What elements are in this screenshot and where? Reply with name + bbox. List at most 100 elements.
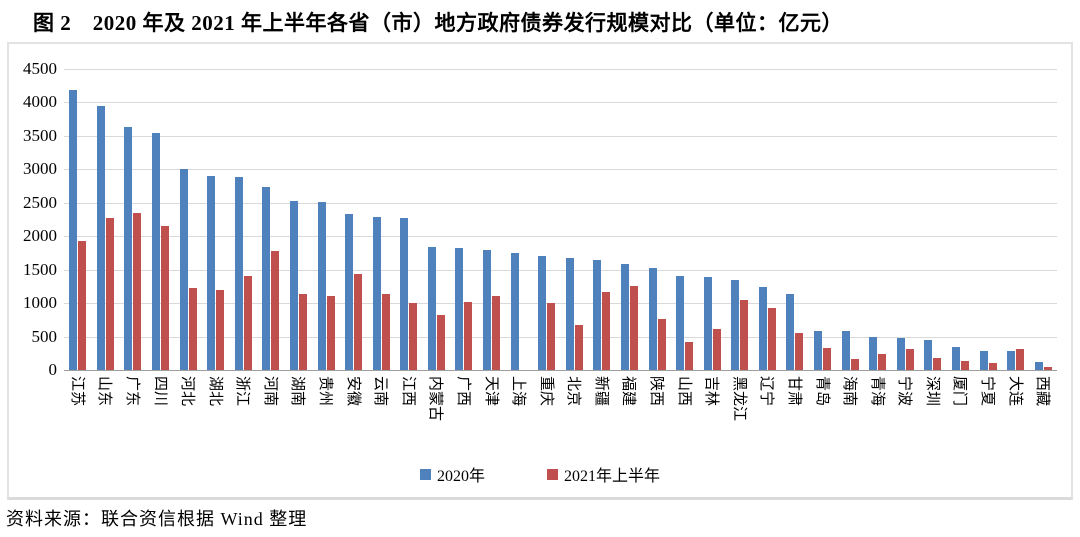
gridline [64, 236, 1057, 238]
bar-2021h1 [1016, 348, 1025, 370]
bar-2020 [1007, 350, 1016, 370]
bar-2020 [262, 187, 271, 370]
bar-2020 [207, 176, 216, 370]
x-axis-label: 云南 [372, 376, 389, 407]
y-axis-tick-label: 1500 [23, 259, 57, 279]
bar-2020 [648, 267, 657, 370]
bar-2020 [841, 331, 850, 370]
bar-2021h1 [161, 226, 170, 370]
gridline [64, 135, 1057, 137]
bar-2020 [731, 280, 740, 370]
chart-legend: 2020年 2021年上半年 [9, 462, 1071, 486]
bar-2020 [455, 247, 464, 370]
bar-2020 [593, 260, 602, 370]
x-axis-label: 贵州 [317, 376, 334, 407]
bar-2021h1 [436, 315, 445, 370]
bar-2020 [869, 336, 878, 370]
bar-2020 [924, 339, 933, 370]
bar-2021h1 [878, 353, 887, 370]
x-axis-label: 吉林 [703, 376, 720, 407]
bar-2020 [483, 249, 492, 370]
bar-2021h1 [243, 275, 252, 370]
x-axis-label: 黑龙江 [730, 376, 747, 422]
x-axis-label: 广西 [454, 376, 471, 407]
legend-label-2021h1: 2021年上半年 [564, 468, 661, 485]
x-axis-label: 陕西 [648, 376, 665, 407]
x-axis-label: 天津 [482, 376, 499, 407]
x-axis-label: 安徽 [344, 376, 361, 407]
x-axis-label: 山西 [675, 376, 692, 407]
bar-2021h1 [657, 319, 666, 370]
bar-2021h1 [492, 295, 501, 370]
gridline [64, 269, 1057, 271]
legend-swatch-2020 [419, 468, 431, 480]
bar-2020 [1034, 361, 1043, 370]
x-axis-label: 河南 [261, 376, 278, 407]
bar-2020 [400, 217, 409, 370]
bar-2020 [289, 200, 298, 370]
bar-2020 [69, 90, 78, 370]
bar-2021h1 [133, 212, 142, 370]
x-axis-label: 青海 [868, 376, 885, 407]
y-axis-tick-label: 4000 [23, 92, 57, 112]
bar-2021h1 [712, 329, 721, 370]
x-axis-label: 西藏 [1034, 376, 1051, 407]
bar-2020 [896, 337, 905, 370]
bar-2021h1 [188, 287, 197, 370]
bar-2021h1 [905, 348, 914, 370]
x-axis-label: 甘肃 [785, 376, 802, 407]
x-axis-label: 浙江 [234, 376, 251, 407]
chart-frame: 2020年 2021年上半年 0 500 1000 1500 2000 2500 3000 3… [7, 42, 1073, 500]
y-axis-tick-label: 0 [48, 360, 58, 379]
legend-label-2020: 2020年 [436, 468, 485, 485]
bar-2021h1 [1043, 367, 1052, 370]
bar-2021h1 [216, 290, 225, 370]
gridline [64, 336, 1057, 338]
bar-2020 [814, 330, 823, 370]
bar-2021h1 [795, 332, 804, 370]
plot-area [64, 69, 1057, 371]
x-axis-label: 青岛 [813, 376, 830, 407]
bar-2021h1 [547, 303, 556, 370]
x-axis-label: 重庆 [537, 376, 554, 407]
y-axis-tick-label: 500 [31, 326, 58, 346]
bar-2020 [96, 106, 105, 370]
bar-2020 [317, 202, 326, 370]
bar-2020 [427, 246, 436, 370]
x-axis-label: 福建 [620, 376, 637, 407]
x-axis-label: 内蒙古 [427, 376, 444, 422]
bar-2021h1 [298, 294, 307, 370]
bar-2021h1 [988, 362, 997, 370]
y-axis-tick-label: 1000 [23, 293, 57, 313]
x-axis-label: 江苏 [68, 376, 85, 407]
legend-swatch-2021h1 [547, 468, 558, 480]
bar-2020 [620, 263, 629, 370]
bar-2020 [538, 256, 547, 370]
bar-2021h1 [78, 240, 87, 370]
gridline [64, 69, 1057, 70]
bar-2021h1 [326, 296, 335, 370]
gridline [64, 102, 1057, 104]
bar-2021h1 [354, 273, 363, 370]
bar-2020 [786, 294, 795, 370]
bar-2021h1 [960, 361, 969, 370]
bar-2020 [676, 276, 685, 370]
gridline [64, 202, 1057, 204]
gridline [64, 169, 1057, 171]
y-axis-tick-label: 2000 [23, 226, 57, 246]
bar-2020 [234, 177, 243, 370]
x-axis-label: 辽宁 [758, 376, 775, 407]
bar-2021h1 [767, 307, 776, 370]
chart-title: 图 2 2020 年及 2021 年上半年各省（市）地方政府债券发行规模对比（单… [33, 11, 843, 35]
bar-2020 [152, 133, 161, 370]
x-axis-label: 广东 [123, 376, 140, 407]
bar-2020 [124, 126, 133, 370]
legend-item-2020: 2020年 [419, 462, 485, 486]
x-axis-label: 上海 [510, 376, 527, 407]
x-axis-label: 北京 [565, 376, 582, 407]
bar-2020 [703, 277, 712, 370]
x-axis-label: 宁波 [896, 376, 913, 407]
x-axis-label: 新疆 [592, 376, 609, 407]
x-axis-label: 宁夏 [979, 376, 996, 407]
bar-2021h1 [105, 218, 114, 370]
